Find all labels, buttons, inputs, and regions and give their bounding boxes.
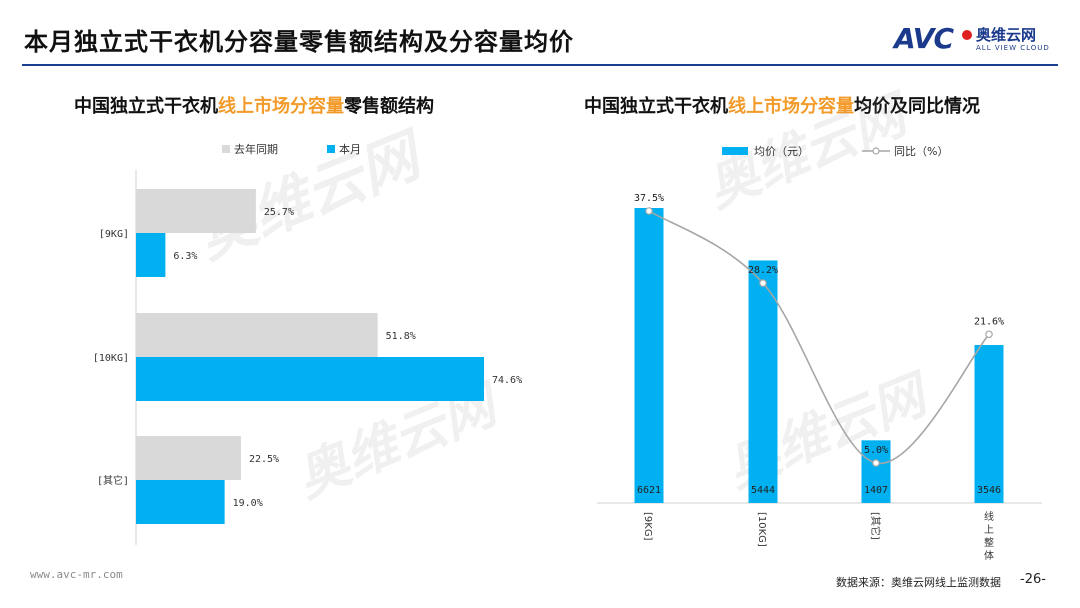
legend-label-yoy: 同比（%） [894,145,948,158]
legend-swatch-this-month [327,145,335,153]
category-label: [9KG] [642,512,653,541]
header-divider [22,64,1058,66]
bar [136,357,484,401]
bar [136,313,378,357]
legend-label-last-year: 去年同期 [234,142,278,156]
bar [136,233,166,277]
price-bar [974,345,1004,503]
price-data-label: 5444 [751,485,775,496]
left-title-highlight: 线上市场分容量 [218,96,344,117]
left-title-pre: 中国独立式干衣机 [74,96,218,117]
right-chart-title: 中国独立式干衣机线上市场分容量均价及同比情况 [584,92,980,118]
left-chart-title: 中国独立式干衣机线上市场分容量零售额结构 [74,92,434,118]
data-label: 22.5% [249,454,279,465]
price-bar [861,440,891,503]
page-title: 本月独立式干衣机分容量零售额结构及分容量均价 [24,28,574,56]
bar [136,436,241,480]
category-label: 线上整体 [984,510,994,562]
category-label-char: 上 [984,524,994,536]
data-label: 74.6% [492,375,522,386]
legend-label-avg-price: 均价（元） [754,145,809,158]
logo-dot-icon [962,30,972,40]
avc-logo: AVC 奥维云网 ALL VIEW CLOUD [894,22,1054,58]
data-label: 51.8% [386,331,416,342]
yoy-data-label: 37.5% [634,193,664,204]
yoy-marker [985,330,993,339]
price-data-label: 1407 [864,485,888,496]
category-label: [9KG] [99,229,129,240]
data-label: 25.7% [264,207,294,218]
price-data-label: 3546 [977,485,1001,496]
yoy-marker [872,459,880,467]
logo-mark: AVC [894,22,954,55]
footer-data-source: 数据来源：奥维云网线上监测数据 [836,576,1001,589]
data-label: 19.0% [233,498,263,509]
category-label: [其它] [97,474,129,487]
right-title-post: 均价及同比情况 [854,96,980,117]
category-label: [其它] [869,512,882,540]
category-label-char: 线 [984,510,994,523]
category-label-char: 整 [984,536,994,549]
yoy-data-label: 28.2% [748,265,778,276]
yoy-marker [645,207,653,215]
legend-label-this-month: 本月 [339,142,361,156]
price-bar [634,208,664,503]
bar [136,189,256,233]
yoy-data-label: 5.0% [864,445,888,456]
category-label: [10KG] [93,353,129,364]
data-label: 6.3% [173,251,197,262]
yoy-marker [759,279,767,287]
bar [136,480,225,524]
page-number: -26- [1020,572,1046,587]
price-data-label: 6621 [637,485,661,496]
right-title-pre: 中国独立式干衣机 [584,96,728,117]
price-bar [748,260,778,503]
category-label: [10KG] [756,512,767,547]
logo-english-name: ALL VIEW CLOUD [976,44,1050,52]
legend-swatch-avg-price [722,147,748,155]
logo-chinese-name: 奥维云网 [976,26,1037,44]
yoy-data-label: 21.6% [974,316,1004,327]
legend-swatch-last-year [222,145,230,153]
category-label-char: 体 [984,550,994,562]
footer-website[interactable]: www.avc-mr.com [30,568,123,581]
yoy-line [648,210,990,464]
legend-swatch-yoy-marker [872,147,880,155]
left-title-post: 零售额结构 [344,96,434,117]
right-title-highlight: 线上市场分容量 [728,96,854,117]
